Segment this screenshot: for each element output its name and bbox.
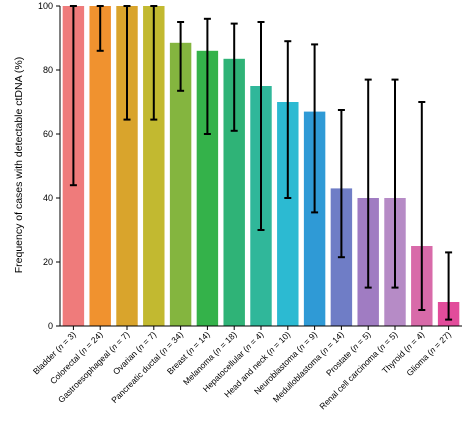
- error-bar: [203, 17, 211, 135]
- bar: [196, 50, 219, 327]
- y-axis: 0 20 40 60 80 100: [38, 1, 61, 331]
- bar: [116, 6, 138, 326]
- error-bar: [177, 21, 185, 92]
- error-bar: [337, 109, 345, 259]
- y-tick-label: 80: [43, 65, 53, 75]
- bar: [89, 6, 111, 326]
- bar: [169, 42, 192, 327]
- bar: [303, 111, 326, 326]
- error-bar: [284, 40, 292, 199]
- error-bar: [364, 78, 372, 289]
- y-tick-label: 60: [43, 129, 53, 139]
- bar: [223, 58, 245, 327]
- x-axis: Bladder (n = 3)Colorectal (n = 24)Gastro…: [31, 325, 462, 411]
- y-tick-label: 40: [43, 193, 53, 203]
- error-bar: [391, 78, 399, 289]
- bar: [143, 6, 165, 326]
- error-bar: [418, 101, 426, 311]
- error-bar: [230, 22, 238, 132]
- error-bar: [311, 43, 319, 214]
- y-tick-label: 0: [48, 321, 53, 331]
- error-bar: [445, 251, 453, 321]
- y-tick-label: 20: [43, 257, 53, 267]
- error-bar: [257, 21, 265, 231]
- error-bar: [123, 5, 131, 121]
- error-bar: [150, 5, 158, 121]
- y-axis-title: Frequency of cases with detectable ctDNA…: [13, 57, 25, 274]
- bar: [277, 102, 299, 326]
- error-bars: [69, 5, 453, 321]
- y-tick-label: 100: [38, 1, 53, 11]
- bars: [62, 6, 460, 327]
- error-bar: [96, 5, 104, 52]
- error-bar: [69, 5, 77, 187]
